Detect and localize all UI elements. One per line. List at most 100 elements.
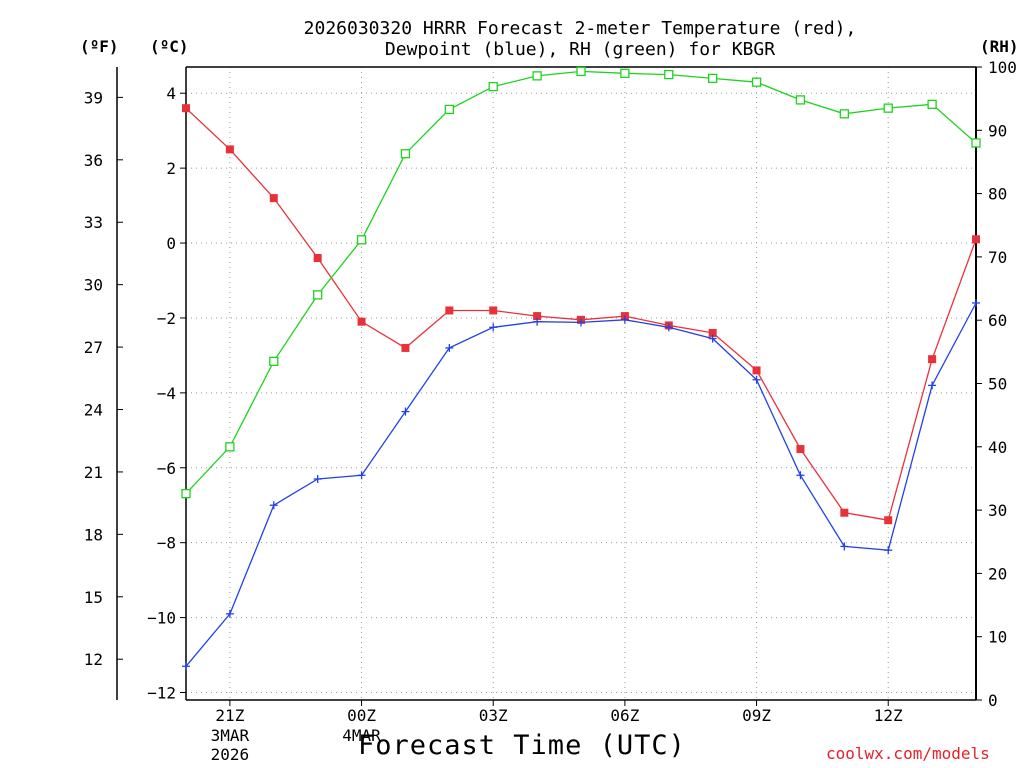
celsius-tick-label: 0 [166, 234, 176, 253]
dewpoint-point [445, 343, 454, 352]
rh-point [356, 235, 367, 245]
dewpoint-point [708, 334, 717, 343]
rh-point [444, 104, 454, 115]
rh-point [971, 138, 981, 148]
rh-point [883, 103, 893, 113]
celsius-tick-label: −2 [157, 309, 176, 328]
fahrenheit-tick-label: 33 [84, 213, 103, 232]
rh-point [400, 149, 411, 159]
source-credit[interactable]: coolwx.com/models [826, 744, 990, 763]
rh-tick-label: 0 [988, 691, 998, 710]
chart-title-line2: Dewpoint (blue), RH (green) for KBGR [384, 39, 776, 60]
dewpoint-point [972, 298, 980, 307]
fahrenheit-tick-label: 18 [84, 525, 103, 544]
rh-tick-label: 90 [988, 121, 1007, 140]
rh-tick-label: 20 [988, 564, 1007, 583]
temperature-point [269, 194, 278, 203]
chart-title-line1: 2026030320 HRRR Forecast 2-meter Tempera… [303, 18, 857, 39]
temperature-point [972, 235, 980, 244]
rh-point [839, 109, 849, 119]
temperature-point [489, 306, 498, 315]
rh-point [488, 81, 498, 92]
dewpoint-point [269, 501, 278, 510]
temperature-point [445, 306, 454, 315]
x-tick-date-label: 3MAR [211, 726, 250, 745]
rh-tick-label: 30 [988, 501, 1007, 520]
fahrenheit-tick-label: 15 [84, 588, 103, 607]
celsius-tick-label: −6 [157, 459, 176, 478]
temperature-point [401, 343, 410, 352]
dewpoint-point [840, 542, 849, 551]
x-tick-date-label: 4MAR [342, 726, 381, 745]
dewpoint-point [752, 375, 761, 384]
dewpoint-point [796, 471, 805, 480]
fahrenheit-tick-label: 39 [84, 88, 103, 107]
rh-point [269, 356, 279, 366]
dewpoint-point [884, 546, 893, 555]
x-tick-label: 21Z [215, 706, 244, 725]
rh-tick-label: 80 [988, 185, 1007, 204]
rh-tick-label: 50 [988, 375, 1007, 394]
dewpoint-point [620, 315, 629, 324]
celsius-axis-unit: (ºC) [150, 37, 189, 56]
series [181, 66, 981, 671]
rh-point [620, 68, 630, 78]
dewpoint-point [401, 407, 410, 416]
rh-point [532, 71, 542, 81]
celsius-tick-label: −12 [147, 684, 176, 703]
rh-tick-label: 100 [988, 58, 1017, 77]
dewpoint-point [182, 662, 190, 671]
rh-point [225, 442, 235, 452]
celsius-tick-label: −8 [157, 534, 176, 553]
rh-tick-label: 70 [988, 248, 1007, 267]
celsius-tick-label: −4 [157, 384, 176, 403]
dewpoint-point [664, 323, 673, 332]
rh-point [751, 77, 762, 87]
fahrenheit-axis-unit: (ºF) [80, 37, 119, 56]
rh-point [927, 99, 937, 109]
rh-point [313, 290, 323, 300]
celsius-tick-label: −10 [147, 609, 176, 628]
rh-line [185, 70, 977, 495]
fahrenheit-tick-label: 36 [84, 151, 103, 170]
x-tick-label: 03Z [479, 706, 508, 725]
fahrenheit-tick-label: 30 [84, 276, 103, 295]
x-axis-title: Forecast Time (UTC) [358, 730, 686, 761]
dewpoint-point [489, 323, 498, 332]
temperature-point [182, 104, 190, 113]
dewpoint-point [928, 381, 937, 390]
fahrenheit-tick-label: 21 [84, 463, 103, 482]
rh-point [708, 73, 718, 84]
temperature-point [796, 445, 805, 454]
temperature-point [884, 516, 893, 525]
temperature-point [357, 317, 366, 326]
grid [186, 67, 976, 700]
x-tick-label: 09Z [742, 706, 771, 725]
x-tick-label: 00Z [347, 706, 376, 725]
rh-tick-label: 60 [988, 311, 1007, 330]
rh-point [795, 95, 806, 105]
temperature-point [533, 312, 542, 321]
fahrenheit-tick-label: 27 [84, 338, 103, 357]
temperature-point [840, 508, 849, 517]
dewpoint-point [577, 318, 585, 327]
axes: 420−2−4−6−8−10−1239363330272421181512010… [84, 58, 1017, 764]
rh-axis-unit: (RH) [980, 37, 1019, 56]
temperature-point [752, 366, 761, 375]
x-tick-label: 06Z [610, 706, 639, 725]
dewpoint-point [357, 471, 366, 480]
temperature-point [928, 355, 937, 364]
temperature-point [708, 328, 717, 337]
temperature-point [313, 254, 322, 263]
dewpoint-point [225, 609, 234, 618]
fahrenheit-tick-label: 12 [84, 650, 103, 669]
dewpoint-point [533, 317, 542, 326]
x-tick-year-label: 2026 [211, 745, 250, 764]
celsius-tick-label: 4 [166, 84, 176, 103]
rh-point [664, 69, 674, 80]
rh-tick-label: 40 [988, 438, 1007, 457]
celsius-tick-label: 2 [166, 159, 176, 178]
rh-tick-label: 10 [988, 628, 1007, 647]
fahrenheit-tick-label: 24 [84, 401, 103, 420]
